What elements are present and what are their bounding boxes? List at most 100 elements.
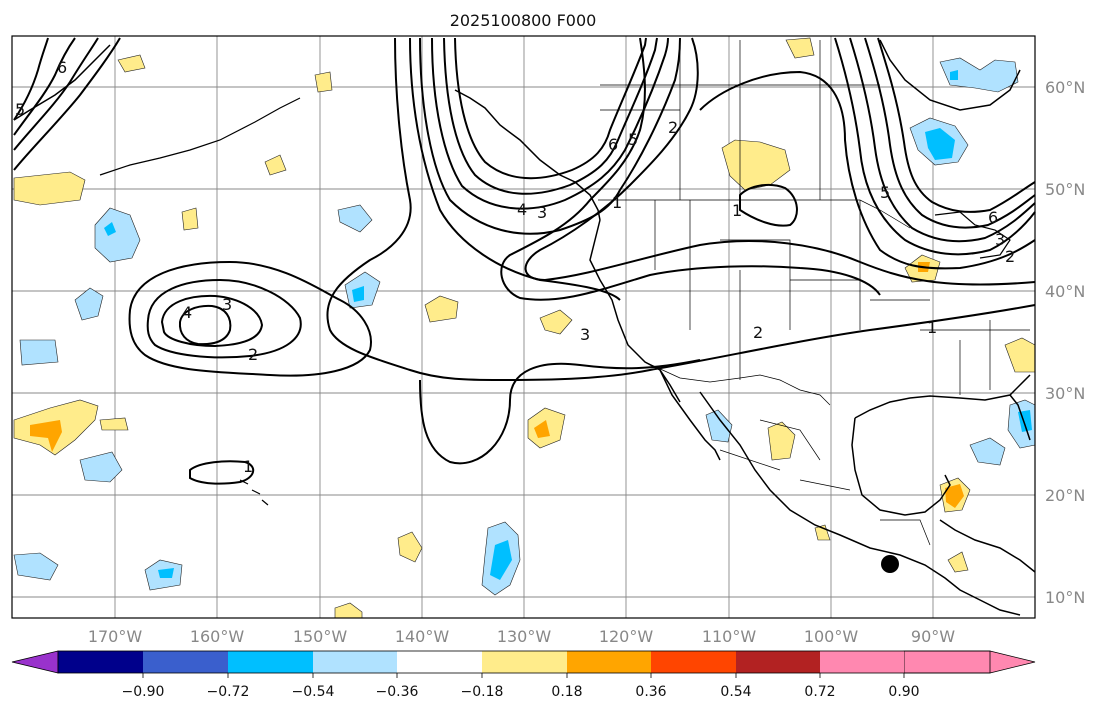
patch-negative: [94, 207, 141, 263]
patch-negative-core: [950, 70, 958, 80]
baja-peninsula: [659, 369, 721, 461]
patch-positive: [117, 54, 146, 73]
colorbar-tick-label: 0.18: [551, 684, 582, 700]
florida: [1009, 394, 1031, 441]
lon-label-90w: 90°W: [911, 627, 955, 646]
political-borders: [598, 40, 1030, 546]
lon-label-140w: 140°W: [395, 627, 450, 646]
contour-line: [13, 37, 121, 171]
contours: [13, 37, 1036, 485]
patch-negative-core: [352, 286, 364, 302]
gulf-coast: [854, 374, 1031, 419]
contour-label: 5: [880, 183, 890, 202]
colorbar-bin: [820, 651, 904, 673]
patch-positive: [99, 417, 129, 431]
colorbar-bin: [567, 651, 651, 673]
colorbar-extend-high: [903, 650, 1036, 674]
patch-negative: [337, 204, 373, 233]
colorbar-tick-label: 0.54: [720, 684, 751, 700]
contour-label: 3: [580, 325, 590, 344]
lat-label-30n: 30°N: [1045, 384, 1085, 403]
patch-positive: [314, 71, 333, 93]
lon-label-170w: 170°W: [88, 627, 143, 646]
colorbar-ticks: [142, 673, 905, 678]
us-west-coast: [589, 219, 681, 403]
contour-label: 2: [248, 345, 258, 364]
colorbar-bin: [313, 651, 397, 673]
colorbar-tick-label: 0.36: [635, 684, 666, 700]
colorbar-tick-label: 0.72: [804, 684, 835, 700]
contour-line: [443, 37, 658, 195]
colorbar-bin: [143, 651, 228, 673]
contour-label: 3: [995, 230, 1005, 249]
colorbar-outline: [57, 650, 991, 674]
patch-positive: [397, 531, 423, 563]
contour-label: 3: [222, 295, 232, 314]
patch-positive-core: [30, 420, 62, 452]
patch-negative: [13, 552, 59, 581]
patch-positive-core: [945, 484, 964, 508]
contour-label: 1: [927, 318, 937, 337]
contour-label: 6: [988, 208, 998, 227]
colorbar-tick-label: −0.54: [292, 684, 335, 700]
patch-negative: [74, 287, 104, 321]
colorbar-bin: [58, 651, 143, 673]
lon-label-120w: 120°W: [599, 627, 654, 646]
colorbar-bin: [228, 651, 313, 673]
contour-label: 2: [753, 323, 763, 342]
lon-label-150w: 150°W: [293, 627, 348, 646]
mexico-pacific-coast: [699, 391, 1021, 616]
map-panel: 6 5 6 5 2 4 3 1 1 6 5 3 2 4 3 2 3 2 1 1: [11, 35, 1036, 619]
lat-label-40n: 40°N: [1045, 282, 1085, 301]
map-background: [11, 35, 1036, 619]
patch-negative: [969, 437, 1006, 466]
contour-line: [13, 37, 76, 136]
contour-line: [178, 304, 232, 346]
contour-label: 4: [182, 303, 192, 322]
colorbar-tick-label: −0.18: [461, 684, 504, 700]
patch-positive: [721, 139, 791, 191]
alaska-coast: [454, 89, 601, 221]
lat-label-50n: 50°N: [1045, 180, 1085, 199]
patch-negative: [79, 451, 123, 483]
colorbar: −0.90 −0.72 −0.54 −0.36 −0.18 0.18 0.36 …: [11, 650, 1036, 700]
contour-line: [419, 359, 701, 465]
patch-positive: [424, 295, 459, 323]
contour-label: 6: [57, 58, 67, 77]
contour-label: 4: [517, 200, 527, 219]
contour-labels: 6 5 6 5 2 4 3 1 1 6 5 3 2 4 3 2 3 2 1 1: [15, 58, 1015, 476]
contour-label: 1: [612, 193, 622, 212]
patch-negative: [939, 57, 1019, 93]
us-mexico-border: [644, 361, 831, 406]
contour-line: [128, 260, 372, 377]
colorbar-bin: [482, 651, 567, 673]
colorbar-bin: [397, 651, 482, 673]
us-canada-border: [598, 199, 911, 229]
contour-line: [419, 37, 681, 235]
colorbar-tick-label: −0.36: [376, 684, 419, 700]
contour-label: 5: [628, 130, 638, 149]
patch-negative-core: [158, 568, 174, 578]
colorbar-bin: [651, 651, 736, 673]
contour-line: [699, 70, 1036, 270]
colorbar-extend-low: [11, 650, 59, 674]
patch-negative-core: [104, 222, 116, 236]
patch-negative-core: [925, 128, 955, 160]
patch-positive: [334, 602, 363, 619]
contour-line: [146, 278, 302, 359]
patch-negative: [19, 339, 59, 366]
contour-line: [160, 294, 264, 348]
contour-line: [189, 460, 255, 485]
patch-positive: [785, 37, 815, 59]
contour-label: 1: [243, 457, 253, 476]
lon-label-130w: 130°W: [497, 627, 552, 646]
contour-line: [849, 37, 1036, 243]
patch-positive: [767, 421, 796, 461]
contour-line: [834, 37, 1036, 256]
patch-negative-core: [490, 540, 512, 580]
patch-positive: [13, 171, 86, 206]
contour-line: [500, 37, 881, 301]
contour-label: 3: [537, 203, 547, 222]
figure-title: 2025100800 F000: [450, 11, 597, 30]
